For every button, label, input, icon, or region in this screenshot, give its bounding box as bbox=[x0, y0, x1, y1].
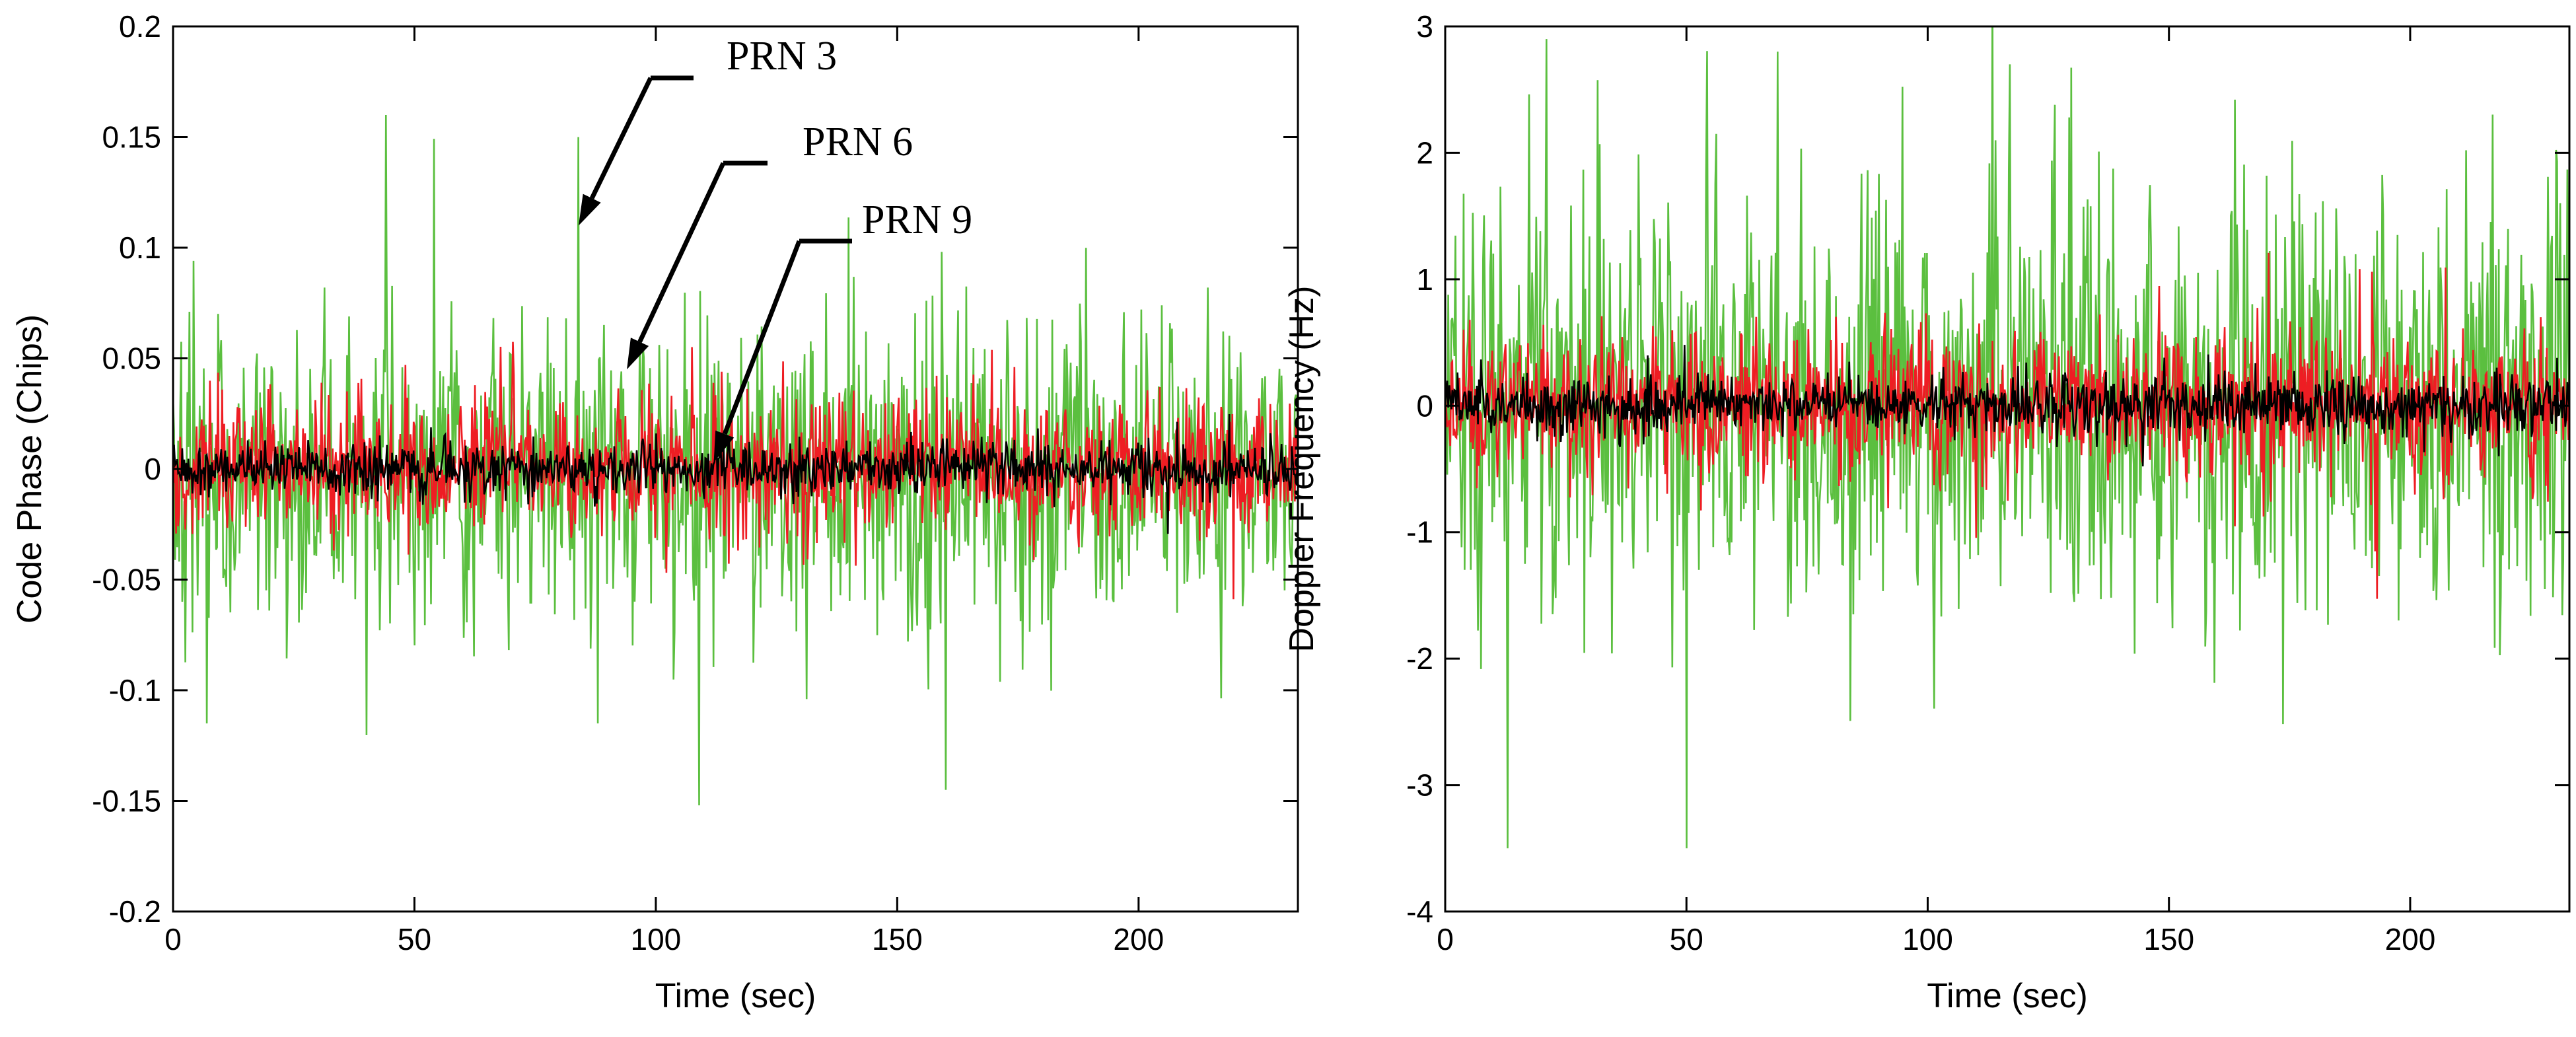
annotation-arrow bbox=[637, 162, 726, 343]
y-tick-label: -0.1 bbox=[109, 673, 161, 707]
y-tick-label: -2 bbox=[1406, 641, 1433, 676]
annotation-prn-9: PRN 9 bbox=[862, 197, 972, 242]
y-tick-label: 0.05 bbox=[102, 341, 161, 376]
doppler-frequency-panel: 0 50 100 150 200 -4 -3 -2 -1 0 1 2 3 Time (sec) Dopp… bbox=[1283, 9, 2571, 1015]
x-tick-label: 0 bbox=[164, 922, 182, 956]
y-tick-label: -0.2 bbox=[109, 894, 161, 929]
x-tick-label: 50 bbox=[1670, 922, 1703, 956]
y-tick-label: -3 bbox=[1406, 768, 1433, 803]
y-tick-label: 0.15 bbox=[102, 120, 161, 155]
x-tick-label: 150 bbox=[2143, 922, 2194, 956]
x-tick-label: 200 bbox=[2385, 922, 2436, 956]
x-tick-label: 100 bbox=[631, 922, 682, 956]
y-tick-label: -4 bbox=[1406, 894, 1433, 929]
annotation-prn-3: PRN 3 bbox=[727, 34, 837, 79]
x-tick-label: 100 bbox=[1902, 922, 1953, 956]
x-axis-label: Time (sec) bbox=[655, 977, 816, 1015]
y-tick-label: -1 bbox=[1406, 515, 1433, 550]
y-tick-label: -0.05 bbox=[92, 563, 161, 597]
annotations: PRN 3 PRN 6 PRN 9 bbox=[578, 34, 972, 462]
series-line-3 bbox=[173, 413, 1298, 534]
y-axis-label: Doppler Frequency (Hz) bbox=[1283, 286, 1321, 653]
y-tick-label: 0.2 bbox=[119, 9, 161, 44]
annotation-prn-6: PRN 6 bbox=[803, 120, 913, 164]
code-phase-plot-area: 0 50 100 150 200 -0.2 -0.15 -0.1 -0.05 0 0.05 0.1 0.… bbox=[92, 9, 1299, 956]
arrow-head-icon bbox=[713, 430, 734, 462]
y-tick-label: 1 bbox=[1416, 262, 1433, 297]
y-tick-label: 3 bbox=[1416, 9, 1433, 44]
x-tick-label: 150 bbox=[872, 922, 923, 956]
doppler-plot-area: 0 50 100 150 200 -4 -3 -2 -1 0 1 2 3 bbox=[1406, 9, 2571, 956]
x-tick-label: 0 bbox=[1437, 922, 1454, 956]
series-line-3 bbox=[1445, 345, 2569, 467]
y-tick-label: -0.15 bbox=[92, 784, 161, 818]
arrow-head-icon bbox=[578, 194, 601, 226]
y-tick-label: 2 bbox=[1416, 135, 1433, 170]
code-phase-panel: 0 50 100 150 200 -0.2 -0.15 -0.1 -0.05 0 0.05 0.1 0.… bbox=[11, 9, 1299, 1015]
y-tick-label: 0 bbox=[144, 452, 161, 486]
x-tick-label: 50 bbox=[398, 922, 431, 956]
x-tick-label: 200 bbox=[1113, 922, 1164, 956]
series-line-2 bbox=[1445, 252, 2569, 599]
y-tick-label: 0 bbox=[1416, 388, 1433, 423]
x-axis-label: Time (sec) bbox=[1927, 977, 2088, 1015]
annotation-arrow bbox=[589, 77, 653, 199]
arrow-head-icon bbox=[627, 338, 649, 370]
y-tick-label: 0.1 bbox=[119, 231, 161, 265]
annotation-arrow bbox=[722, 240, 802, 435]
plot-frame bbox=[1444, 25, 2571, 913]
y-axis-label: Code Phase (Chips) bbox=[11, 314, 49, 624]
